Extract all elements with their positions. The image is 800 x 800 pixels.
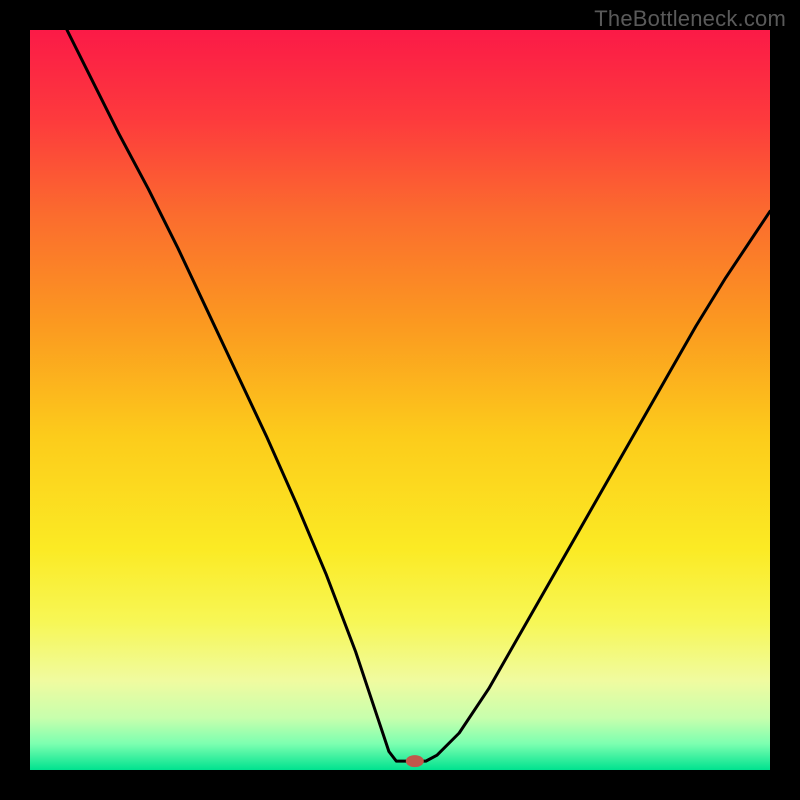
- gradient-background: [30, 30, 770, 770]
- watermark-text: TheBottleneck.com: [594, 6, 786, 32]
- frame-left: [0, 0, 30, 800]
- chart-canvas: [0, 0, 800, 800]
- frame-bottom: [0, 770, 800, 800]
- minimum-marker: [406, 755, 424, 767]
- frame-right: [770, 0, 800, 800]
